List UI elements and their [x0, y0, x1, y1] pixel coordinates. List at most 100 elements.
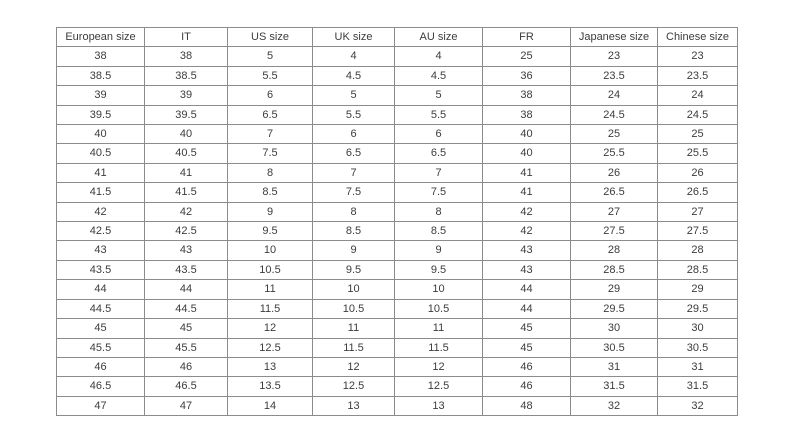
table-cell: 23 [657, 46, 738, 67]
table-cell: 47 [144, 395, 228, 417]
table-cell: 5.5 [312, 104, 395, 126]
table-cell: 23.5 [657, 65, 738, 87]
table-cell: 27.5 [570, 221, 658, 242]
table-cell: 7 [312, 162, 395, 184]
table-cell: 30 [657, 318, 738, 339]
table-cell: 28 [570, 240, 658, 261]
column-header: AU size [394, 26, 483, 48]
table-cell: 31 [657, 356, 738, 378]
table-cell: 9.5 [312, 259, 395, 281]
table-cell: 4 [312, 46, 395, 67]
table-cell: 26.5 [570, 182, 658, 203]
table-cell: 29.5 [570, 298, 658, 320]
table-cell: 11 [312, 318, 395, 339]
table-cell: 4.5 [312, 65, 395, 87]
table-cell: 7 [394, 162, 483, 184]
table-cell: 25 [482, 46, 571, 67]
table-cell: 31.5 [657, 376, 738, 397]
table-cell: 43 [144, 240, 228, 261]
table-cell: 11 [394, 318, 483, 339]
table-cell: 30 [570, 318, 658, 339]
table-cell: 12.5 [227, 337, 313, 358]
table-cell: 40.5 [144, 143, 228, 164]
table-cell: 38 [144, 46, 228, 67]
column-header: Chinese size [657, 26, 738, 48]
table-cell: 8 [312, 201, 395, 223]
table-row: 40 40 7 6 6 40 25 25 [56, 124, 738, 145]
table-cell: 9 [312, 240, 395, 261]
table-row: 43 43 10 9 9 43 28 28 [56, 240, 738, 261]
size-conversion-table: European size IT US size UK size AU size FR Ja… [56, 26, 738, 417]
table-cell: 46 [56, 356, 145, 378]
table-cell: 40 [482, 143, 571, 164]
table-cell: 24.5 [657, 104, 738, 126]
table-cell: 45 [56, 318, 145, 339]
column-header: Japanese size [570, 26, 658, 48]
table-cell: 11.5 [394, 337, 483, 358]
table-cell: 41 [482, 162, 571, 184]
table-cell: 44 [482, 279, 571, 300]
table-cell: 39 [144, 85, 228, 106]
table-cell: 8.5 [227, 182, 313, 203]
table-cell: 43.5 [56, 259, 145, 281]
table-cell: 23 [570, 46, 658, 67]
table-cell: 10 [227, 240, 313, 261]
table-cell: 30.5 [570, 337, 658, 358]
table-cell: 10.5 [227, 259, 313, 281]
table-cell: 12 [394, 356, 483, 378]
table-cell: 48 [482, 395, 571, 417]
table-row: 47 47 14 13 13 48 32 32 [56, 395, 738, 417]
table-cell: 31 [570, 356, 658, 378]
table-cell: 8.5 [312, 221, 395, 242]
table-cell: 26 [570, 162, 658, 184]
table-cell: 39.5 [144, 104, 228, 126]
table-cell: 6 [312, 124, 395, 145]
table-cell: 45.5 [144, 337, 228, 358]
table-cell: 41 [144, 162, 228, 184]
table-cell: 43 [482, 259, 571, 281]
table-cell: 38.5 [56, 65, 145, 87]
table-cell: 41 [482, 182, 571, 203]
table-cell: 7.5 [394, 182, 483, 203]
table-cell: 39 [56, 85, 145, 106]
table-cell: 36 [482, 65, 571, 87]
table-cell: 9 [394, 240, 483, 261]
table-cell: 44 [144, 279, 228, 300]
table-row: 44.5 44.5 11.5 10.5 10.5 44 29.5 29.5 [56, 298, 738, 320]
table-row: 45 45 12 11 11 45 30 30 [56, 318, 738, 339]
table-cell: 46.5 [56, 376, 145, 397]
table-cell: 12 [227, 318, 313, 339]
column-header: FR [482, 26, 571, 48]
table-row: 41 41 8 7 7 41 26 26 [56, 162, 738, 184]
table-cell: 32 [657, 395, 738, 417]
table-body: 38 38 5 4 4 25 23 23 38.5 38.5 5.5 4.5 4.5 36 23.5 23.5… [56, 46, 738, 417]
table-cell: 8.5 [394, 221, 483, 242]
table-cell: 5.5 [394, 104, 483, 126]
table-cell: 6.5 [312, 143, 395, 164]
table-cell: 46.5 [144, 376, 228, 397]
table-row: 44 44 11 10 10 44 29 29 [56, 279, 738, 300]
table-cell: 30.5 [657, 337, 738, 358]
table-cell: 45 [482, 337, 571, 358]
table-cell: 11 [227, 279, 313, 300]
table-cell: 25.5 [657, 143, 738, 164]
table-cell: 40 [144, 124, 228, 145]
table-cell: 7.5 [227, 143, 313, 164]
table-cell: 9.5 [227, 221, 313, 242]
column-header: UK size [312, 26, 395, 48]
table-cell: 10.5 [312, 298, 395, 320]
table-cell: 43 [56, 240, 145, 261]
table-cell: 27.5 [657, 221, 738, 242]
table-cell: 26 [657, 162, 738, 184]
table-cell: 42.5 [56, 221, 145, 242]
table-cell: 40.5 [56, 143, 145, 164]
table-cell: 10.5 [394, 298, 483, 320]
table-cell: 29 [657, 279, 738, 300]
table-cell: 27 [570, 201, 658, 223]
table-cell: 14 [227, 395, 313, 417]
table-cell: 38 [482, 104, 571, 126]
table-cell: 28.5 [570, 259, 658, 281]
table-row: 46 46 13 12 12 46 31 31 [56, 356, 738, 378]
table-cell: 42 [144, 201, 228, 223]
table-cell: 8 [227, 162, 313, 184]
